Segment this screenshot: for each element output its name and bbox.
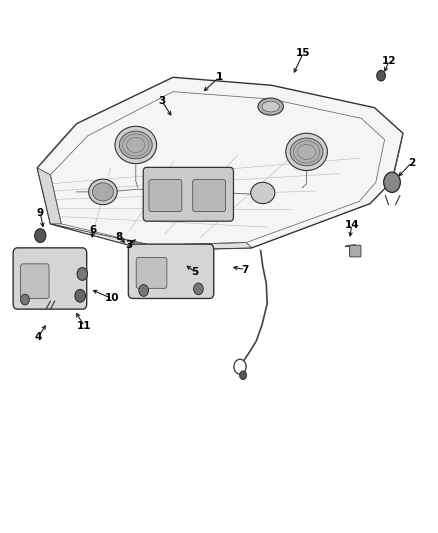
Ellipse shape [119,131,152,159]
Text: 5: 5 [191,267,198,277]
Text: 3: 3 [126,240,133,250]
FancyBboxPatch shape [21,264,49,298]
Text: 15: 15 [296,49,311,58]
Ellipse shape [258,98,283,115]
Text: 3: 3 [159,96,166,106]
FancyBboxPatch shape [193,180,226,212]
Polygon shape [37,168,61,224]
Ellipse shape [115,126,157,164]
FancyBboxPatch shape [143,167,233,221]
Ellipse shape [251,182,275,204]
Text: 10: 10 [104,294,119,303]
Text: 1: 1 [215,72,223,82]
Circle shape [194,283,203,295]
Circle shape [139,285,148,296]
Text: 9: 9 [37,208,44,218]
Circle shape [377,70,385,81]
Ellipse shape [286,133,327,171]
Text: 4: 4 [35,332,42,342]
Text: 6: 6 [89,225,96,235]
Text: 8: 8 [116,232,123,241]
Circle shape [75,289,85,302]
Ellipse shape [92,183,113,201]
FancyBboxPatch shape [136,257,167,288]
FancyBboxPatch shape [350,245,361,257]
FancyBboxPatch shape [149,180,182,212]
FancyBboxPatch shape [13,248,87,309]
Ellipse shape [88,179,117,205]
Polygon shape [37,77,403,251]
Text: 2: 2 [408,158,415,167]
Circle shape [77,268,88,280]
Ellipse shape [290,138,323,166]
Text: 7: 7 [242,265,249,274]
FancyBboxPatch shape [128,244,214,298]
Text: 12: 12 [381,56,396,66]
Circle shape [21,294,29,305]
Circle shape [35,229,46,243]
Text: 11: 11 [77,321,92,331]
Ellipse shape [262,101,279,112]
Ellipse shape [384,172,400,192]
Polygon shape [50,224,252,251]
Circle shape [240,371,247,379]
Text: 14: 14 [344,220,359,230]
